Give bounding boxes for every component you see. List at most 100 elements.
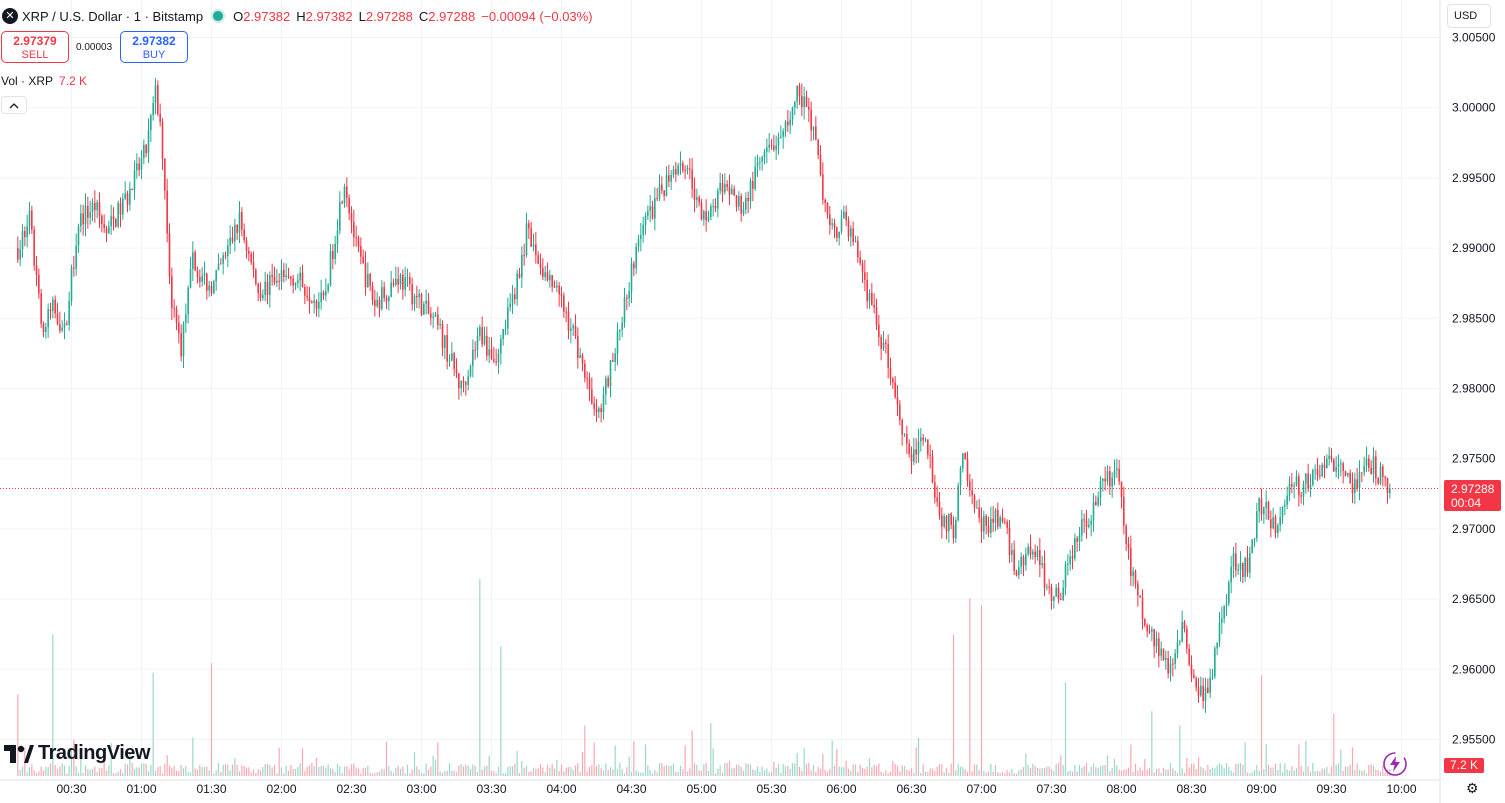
candle-body bbox=[1263, 507, 1265, 515]
candle-body bbox=[483, 335, 486, 345]
tradingview-logo[interactable]: TradingView bbox=[4, 742, 150, 765]
candle-body bbox=[189, 268, 192, 288]
candle-body bbox=[1354, 479, 1356, 494]
lightning-replay-icon[interactable] bbox=[1382, 751, 1408, 777]
volume-bar bbox=[416, 766, 418, 776]
candle-body bbox=[350, 213, 353, 223]
symbol-title[interactable]: XRP / U.S. Dollar · 1 · Bitstamp bbox=[22, 8, 204, 24]
volume-bar bbox=[287, 770, 290, 776]
volume-bar bbox=[1242, 764, 1244, 776]
volume-bar bbox=[56, 769, 59, 776]
volume-bar bbox=[945, 767, 948, 776]
candle-body bbox=[1211, 676, 1214, 678]
volume-bar bbox=[1041, 767, 1043, 776]
volume-bar bbox=[698, 770, 700, 776]
buy-button[interactable]: 2.97382 BUY bbox=[120, 31, 188, 63]
candle-body bbox=[978, 507, 980, 518]
candle-body bbox=[819, 154, 822, 175]
candle-body bbox=[805, 96, 808, 108]
volume-bar bbox=[1029, 767, 1032, 776]
candle-body bbox=[707, 217, 710, 221]
volume-bar bbox=[362, 767, 364, 776]
candle-body bbox=[1386, 477, 1389, 494]
volume-bar bbox=[201, 766, 203, 776]
volume-bar bbox=[691, 730, 693, 776]
volume-bar bbox=[115, 773, 117, 776]
buy-label: BUY bbox=[142, 49, 166, 61]
candle-body bbox=[936, 497, 938, 502]
candle-body bbox=[52, 299, 54, 311]
sell-button[interactable]: 2.97379 SELL bbox=[1, 31, 69, 63]
candle-body bbox=[390, 282, 392, 297]
volume-bar bbox=[98, 768, 101, 776]
ohlc-open-label: O bbox=[233, 8, 244, 24]
volume-bar bbox=[1162, 767, 1165, 776]
candle-body bbox=[882, 342, 885, 349]
volume-bar bbox=[588, 766, 591, 776]
volume-bar bbox=[196, 769, 199, 776]
volume-bar bbox=[894, 764, 896, 776]
y-tick-label: 2.98000 bbox=[1452, 382, 1496, 396]
candle-body bbox=[287, 275, 290, 277]
candle-body bbox=[297, 280, 299, 284]
volume-bar bbox=[1309, 771, 1312, 776]
volume-bar bbox=[222, 764, 224, 776]
settings-gear-icon[interactable]: ⚙ bbox=[1466, 780, 1479, 796]
candle-body bbox=[1095, 501, 1097, 506]
ohlc-high-label: H bbox=[296, 8, 306, 24]
volume-bar bbox=[493, 771, 495, 776]
candle-body bbox=[896, 397, 899, 405]
volume-bar bbox=[784, 766, 787, 776]
candle-body bbox=[948, 513, 950, 532]
candle-body bbox=[306, 295, 308, 298]
volume-bar bbox=[49, 763, 52, 776]
volume-bar bbox=[318, 766, 320, 776]
candle-body bbox=[96, 202, 98, 211]
volume-bar bbox=[241, 765, 243, 776]
candle-body bbox=[994, 509, 997, 523]
volume-bar bbox=[460, 764, 462, 776]
candle-body bbox=[899, 404, 901, 420]
candle-body bbox=[1195, 678, 1197, 688]
candle-body bbox=[1277, 525, 1279, 534]
candle-body bbox=[987, 525, 990, 534]
volume-bar bbox=[203, 767, 206, 776]
volume-bar bbox=[1244, 742, 1246, 776]
volume-bar bbox=[539, 764, 542, 776]
candle-body bbox=[1004, 521, 1006, 523]
currency-selector[interactable]: USD bbox=[1447, 4, 1491, 28]
candle-body bbox=[584, 363, 586, 378]
candle-body bbox=[969, 480, 971, 491]
volume-bar bbox=[1048, 766, 1050, 776]
volume-bar bbox=[943, 772, 945, 776]
candle-body bbox=[243, 229, 245, 241]
volume-bar bbox=[19, 770, 21, 776]
volume-bar bbox=[171, 767, 173, 776]
candle-body bbox=[910, 453, 913, 462]
volume-bar bbox=[397, 765, 399, 776]
volume-bar bbox=[609, 767, 612, 776]
candle-body bbox=[572, 325, 574, 329]
candle-body bbox=[1104, 478, 1106, 482]
candle-body bbox=[332, 251, 334, 260]
volume-bar bbox=[166, 755, 168, 776]
symbol-legend[interactable]: ✕ XRP / U.S. Dollar · 1 · Bitstamp O 2.97… bbox=[0, 6, 597, 26]
volume-bar bbox=[360, 773, 362, 776]
volume-legend[interactable]: Vol · XRP 7.2 K bbox=[1, 74, 87, 88]
candle-body bbox=[668, 175, 670, 182]
collapse-legend-button[interactable] bbox=[1, 96, 27, 114]
candle-body bbox=[614, 353, 616, 362]
candle-body bbox=[672, 169, 675, 175]
volume-bar bbox=[1195, 769, 1197, 776]
candle-body bbox=[1207, 687, 1209, 693]
candle-body bbox=[469, 365, 472, 377]
volume-bar bbox=[740, 766, 742, 776]
volume-bar bbox=[1034, 765, 1036, 776]
volume-bar bbox=[150, 764, 152, 776]
candle-body bbox=[1377, 478, 1379, 484]
candle-body bbox=[808, 107, 810, 110]
candle-body bbox=[892, 378, 894, 383]
volume-bar bbox=[882, 773, 885, 776]
volume-bar bbox=[1335, 764, 1337, 776]
